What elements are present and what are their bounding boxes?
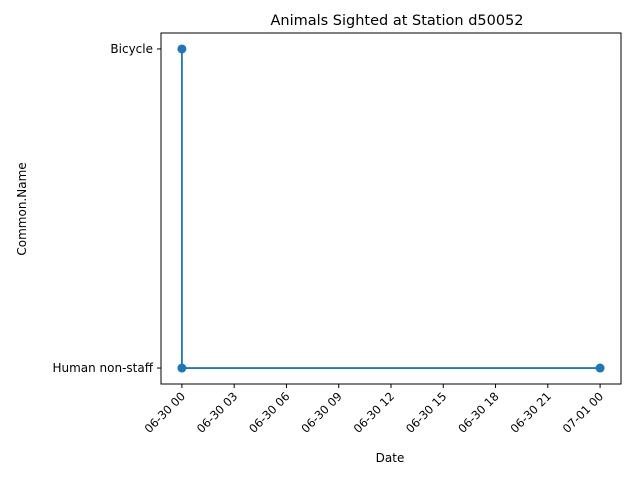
data-point — [177, 363, 187, 373]
data-point — [177, 44, 187, 54]
chart-title: Animals Sighted at Station d50052 — [270, 13, 523, 29]
data-point — [595, 363, 605, 373]
y-tick-label: Human non-staff — [52, 361, 153, 375]
y-tick-label: Bicycle — [110, 42, 153, 56]
x-axis-label: Date — [376, 451, 405, 465]
y-axis-label: Common.Name — [15, 162, 29, 255]
